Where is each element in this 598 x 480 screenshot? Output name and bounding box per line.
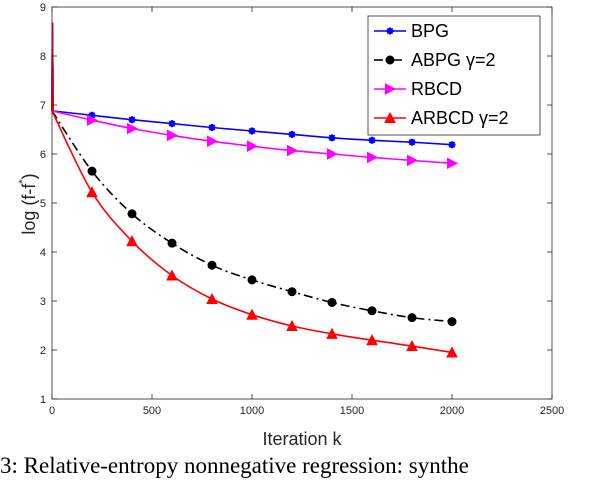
legend-entry-0: BPG <box>374 21 449 41</box>
series-3 <box>51 22 458 358</box>
x-tick-label-5: 2500 <box>540 405 564 417</box>
series-2-point-3 <box>167 129 179 142</box>
series-1-point-3 <box>167 238 177 248</box>
series-0-point-5-core <box>249 128 255 134</box>
legend-marker-2 <box>385 83 397 95</box>
y-tick-label-3: 4 <box>40 247 46 259</box>
y-tick-label-1: 2 <box>40 345 46 357</box>
figure-caption: 3: Relative-entropy nonnegative regressi… <box>0 453 469 478</box>
line-chart: 0 500 1000 1500 2000 2500 1 2 3 4 5 6 7 8 9 Iteration … <box>17 2 564 449</box>
series-1-point-1 <box>87 166 97 176</box>
legend-label-3: ARBCD γ=2 <box>411 108 509 128</box>
y-tick-label-5: 6 <box>40 149 46 161</box>
y-tick-label-8: 9 <box>40 2 46 14</box>
series-1-point-10 <box>447 317 457 327</box>
x-tick-label-4: 2000 <box>440 405 464 417</box>
legend-entry-3: ARBCD γ=2 <box>374 108 509 128</box>
series-0-point-2-core <box>129 117 135 122</box>
series-0-point-8-core <box>369 138 375 143</box>
series-3-point-1 <box>86 186 98 198</box>
series-3-point-3 <box>166 269 178 281</box>
y-tick-label-0: 1 <box>40 394 46 406</box>
series-3-point-8 <box>366 334 378 346</box>
y-tick-label-2: 3 <box>40 296 46 308</box>
series-2-point-10 <box>447 157 459 170</box>
legend-label-0: BPG <box>411 21 449 41</box>
x-tick-label-1: 500 <box>143 405 161 417</box>
series-0-point-3-core <box>169 121 175 126</box>
y-tick-label-4: 5 <box>40 198 46 210</box>
series-3-point-2 <box>126 235 138 247</box>
series-1 <box>51 22 457 327</box>
y-axis-label-superscript: * <box>17 179 29 184</box>
legend-entry-1: ABPG γ=2 <box>374 50 496 70</box>
series-2-point-4 <box>207 135 219 148</box>
series-2-point-1 <box>87 114 99 127</box>
x-tick-label-0: 0 <box>49 405 55 417</box>
series-0-point-6-core <box>289 132 295 137</box>
series-0-point-9-core <box>409 140 415 145</box>
series-3-point-4 <box>206 292 218 305</box>
legend-marker-0-core <box>387 28 393 34</box>
series-0-point-4-core <box>209 125 215 130</box>
y-tick-label-6: 7 <box>40 100 46 112</box>
legend-label-2: RBCD <box>411 79 462 99</box>
y-axis-label: log (f-f*) <box>17 173 39 234</box>
axes-layer: 0 500 1000 1500 2000 2500 1 2 3 4 5 6 7 8 9 <box>40 2 564 417</box>
series-3-point-9 <box>406 340 418 352</box>
series-2 <box>51 22 459 170</box>
series-3-point-10 <box>446 346 458 358</box>
series-3-point-6 <box>286 319 298 331</box>
legend-label-1: ABPG γ=2 <box>411 50 496 70</box>
x-axis-label: Iteration k <box>262 429 342 449</box>
y-axis-label-suffix: ) <box>19 173 39 179</box>
x-tick-label-3: 1500 <box>340 405 364 417</box>
legend: BPG ABPG γ=2 RBCD ARBCD γ=2 <box>367 15 541 136</box>
series-2-point-5 <box>247 140 259 152</box>
series-layer <box>51 22 459 358</box>
series-0 <box>51 22 456 149</box>
series-1-point-2 <box>127 209 137 219</box>
series-2-point-8 <box>367 151 379 164</box>
series-1-point-4 <box>207 260 217 270</box>
series-2-point-2 <box>127 122 139 135</box>
x-tick-label-2: 1000 <box>240 405 264 417</box>
legend-box <box>367 15 541 136</box>
legend-marker-1 <box>385 55 395 65</box>
series-1-point-7 <box>327 297 337 307</box>
y-tick-label-7: 8 <box>40 51 46 63</box>
series-2-point-6 <box>287 144 299 157</box>
series-0-point-10-core <box>449 142 455 147</box>
legend-entry-2: RBCD <box>374 79 462 99</box>
series-1-point-9 <box>407 313 417 323</box>
series-2-point-7 <box>327 148 339 160</box>
series-1-point-8 <box>367 306 377 316</box>
series-0-point-1-core <box>89 113 95 118</box>
series-2-point-9 <box>407 154 419 167</box>
legend-marker-3 <box>384 111 396 123</box>
series-3-point-5 <box>246 308 258 320</box>
y-axis-label-main: log (f-f <box>19 183 39 235</box>
series-3-point-7 <box>326 327 338 339</box>
series-1-point-6 <box>287 287 297 297</box>
series-0-point-7-core <box>329 135 335 141</box>
series-1-point-5 <box>247 275 257 285</box>
